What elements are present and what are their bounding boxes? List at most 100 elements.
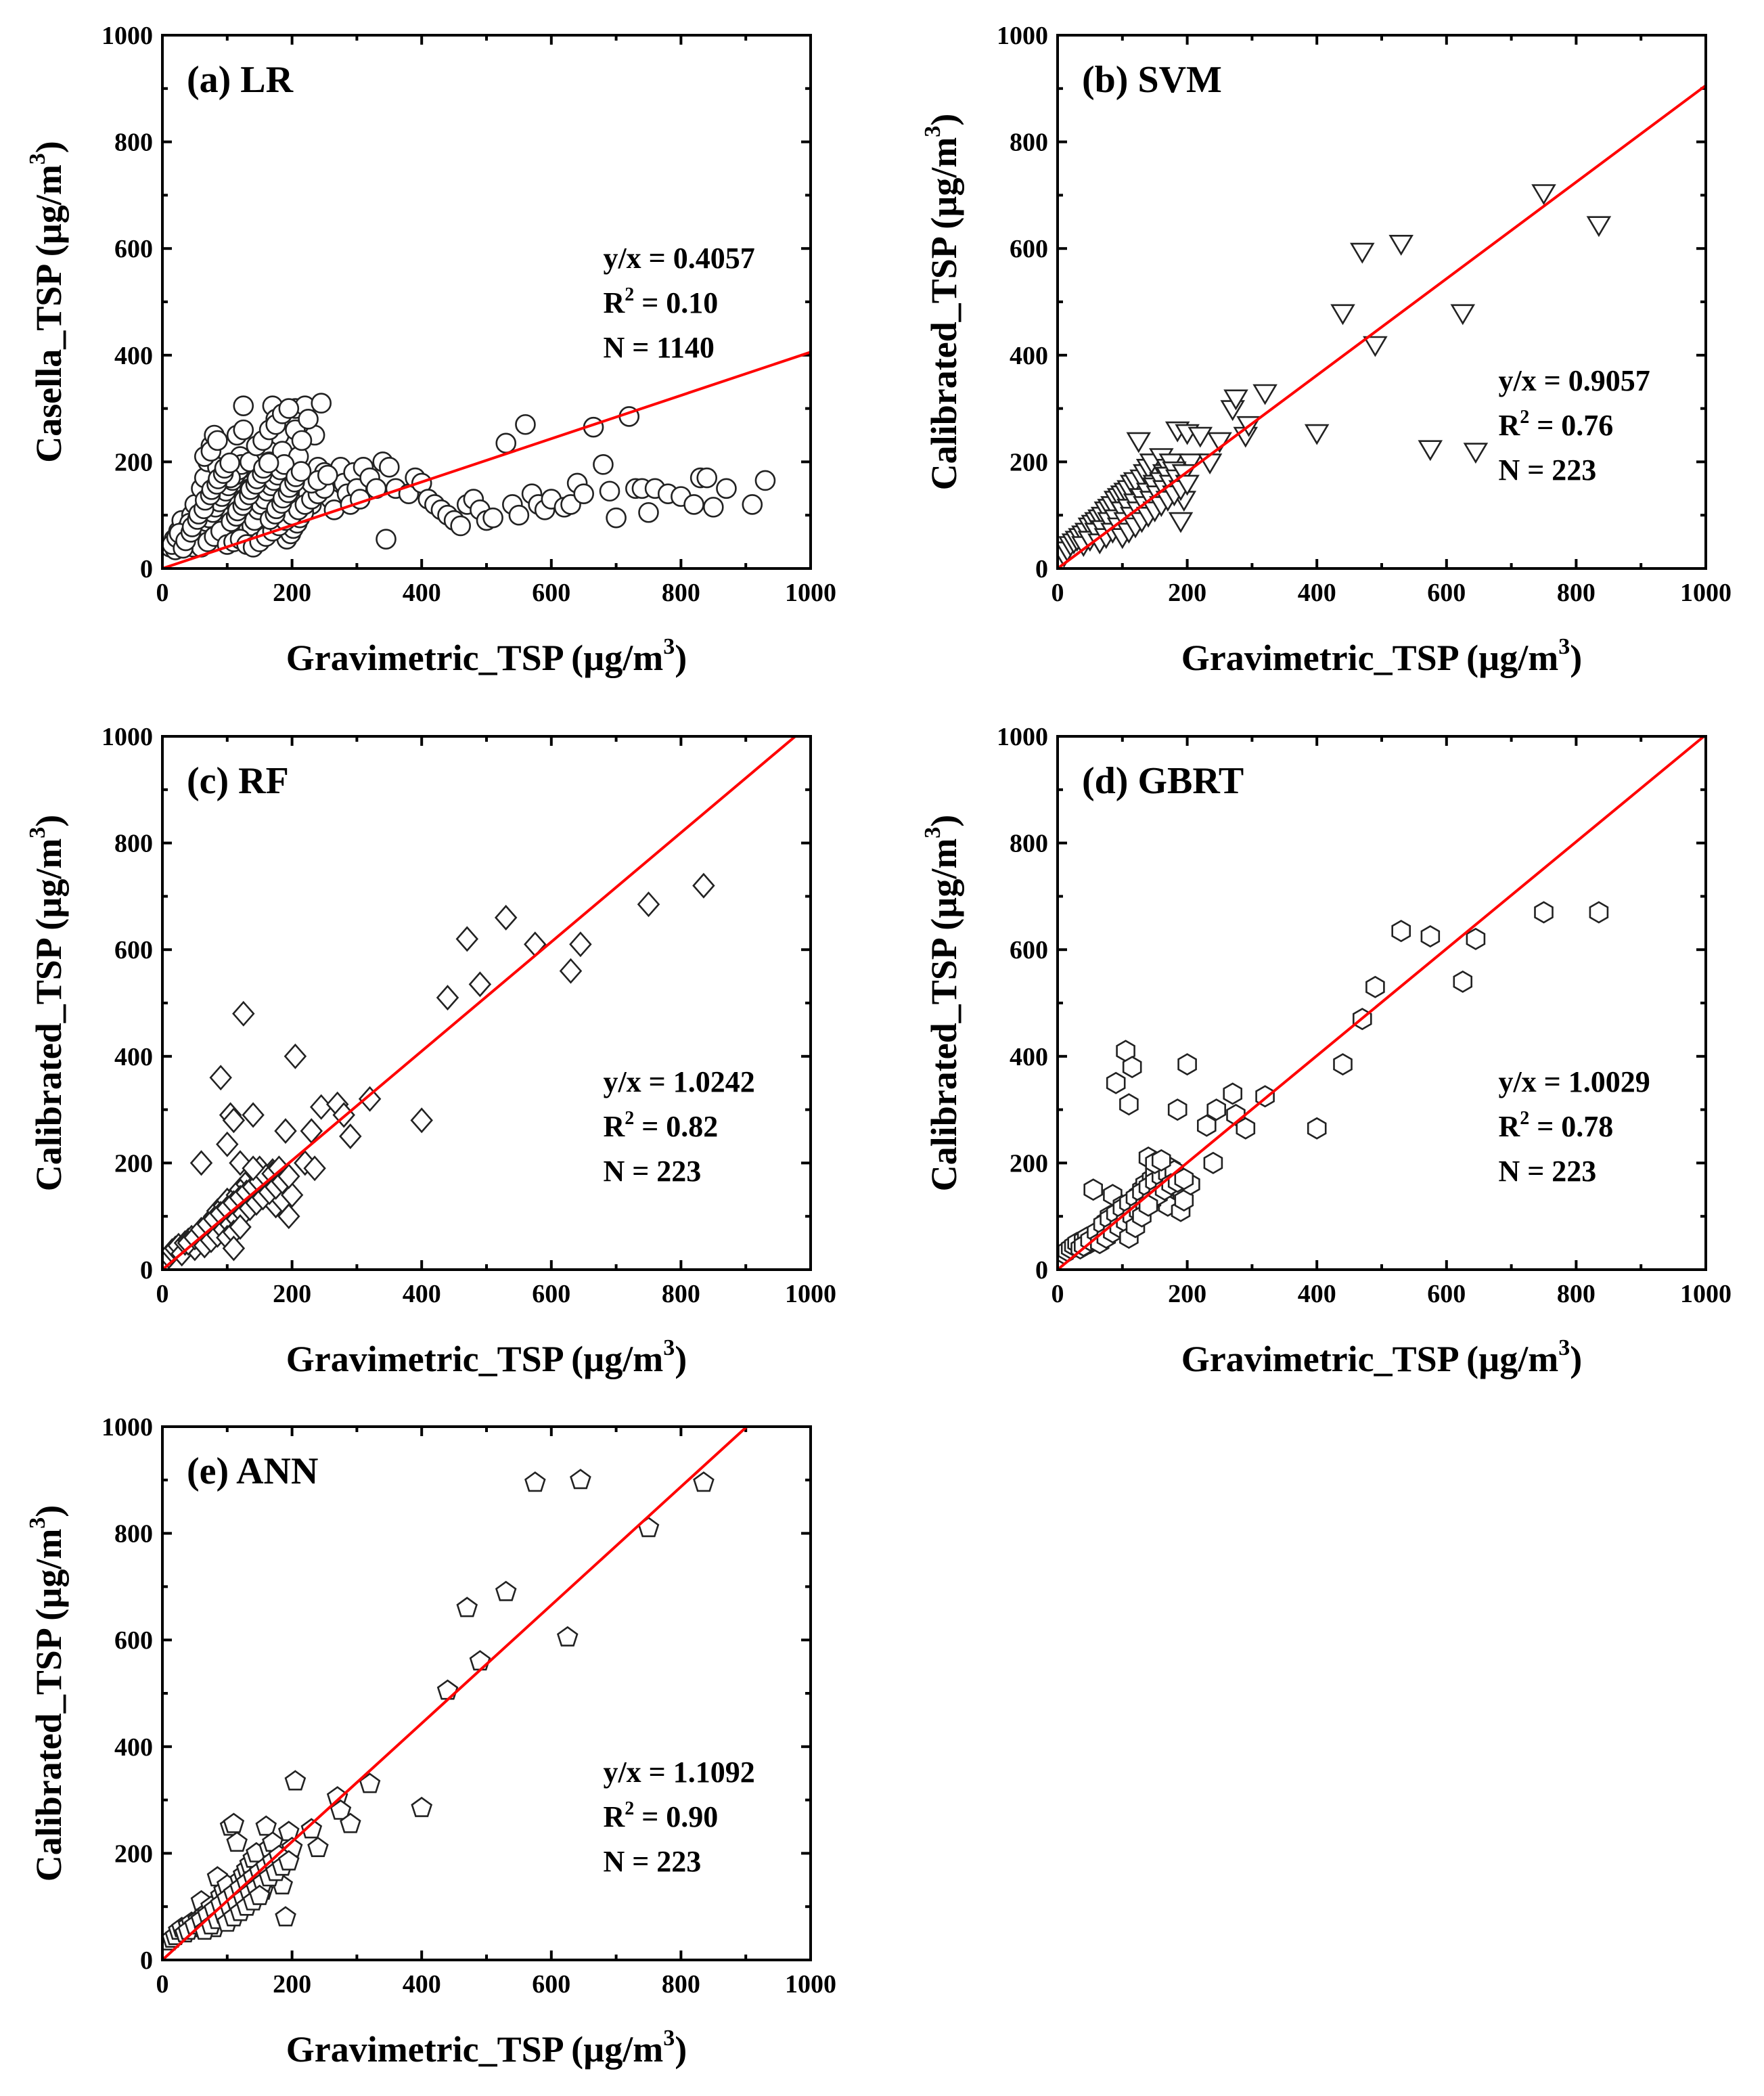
panel-d: 00 200 200 400 400 600 600 800 800 1000 1000 (d) GB… [920,723,1732,1379]
data-point [524,1471,546,1492]
data-point [1083,1178,1103,1201]
y-tick-label: 0 [1035,1256,1048,1285]
data-point [1223,1082,1242,1105]
data-point [1391,920,1411,943]
x-tick-label: 200 [1168,579,1206,607]
data-point [284,1770,307,1791]
data-point [298,409,319,430]
panel-title: (a) LR [187,59,294,101]
stat-r2: R2 = 0.10 [603,284,718,319]
data-point [593,454,614,475]
scatter-points [162,872,715,1270]
scatter-points [1058,184,1612,568]
x-tick-label: 0 [156,579,169,607]
data-point [482,507,503,529]
stat-n: N = 1140 [603,331,714,364]
x-tick-label: 400 [1298,1280,1336,1308]
x-axis-title: Gravimetric_TSP (µg/m3) [286,2026,687,2070]
data-point [229,1214,252,1240]
axes-frame [161,34,812,570]
data-point [436,985,459,1011]
fit-line [1056,735,1705,1271]
y-axis-title: Calibrated_TSP (µg/m3) [25,1505,69,1882]
data-point [226,1831,248,1852]
x-tick-label: 0 [1051,1280,1064,1308]
data-point [455,926,479,952]
y-tick-label: 800 [1010,129,1048,157]
x-tick-label: 600 [532,1280,570,1308]
panel-title: (d) GBRT [1082,760,1244,802]
fit-line [162,351,811,570]
data-point [248,1884,271,1905]
data-point [233,395,254,416]
y-tick-label: 400 [1010,342,1048,370]
data-point [242,1102,265,1128]
data-point [255,1815,277,1836]
panel-e: 00 200 200 400 400 600 600 800 800 1000 1000 (e) AN… [25,1413,836,2070]
y-tick-label: 1000 [997,723,1048,751]
data-point [606,507,627,529]
y-tick-label: 600 [1010,235,1048,263]
data-point [495,432,517,454]
data-point [495,1580,517,1601]
stat-slope: y/x = 1.1092 [603,1756,754,1789]
axes-frame [161,735,812,1271]
data-point [515,414,536,435]
data-point [411,1796,433,1817]
y-tick-label: 1000 [101,723,153,751]
x-axis-title: Gravimetric_TSP (µg/m3) [1181,634,1582,678]
data-point [637,1517,660,1538]
data-point [232,1000,255,1027]
stat-r2: R2 = 0.90 [603,1798,718,1833]
data-point [693,1471,715,1492]
y-tick-label: 1000 [997,22,1048,50]
scatter-points [162,393,776,560]
y-tick-label: 400 [114,1043,153,1071]
data-point [1365,975,1385,998]
x-axis-title: Gravimetric_TSP (µg/m3) [1181,1335,1582,1379]
data-point [1126,432,1152,453]
stat-slope: y/x = 1.0242 [603,1065,754,1098]
y-tick-label: 1000 [101,1413,153,1442]
y-tick-label: 800 [114,830,153,858]
data-point [1466,927,1486,950]
x-tick-label: 800 [662,579,700,607]
data-point [1223,389,1248,411]
data-point [570,1469,591,1490]
panel-a: 00 200 200 400 400 600 600 800 800 1000 1000 (a) LR… [25,22,836,678]
data-point [209,1065,232,1091]
data-point [291,430,313,451]
x-tick-label: 1000 [785,579,836,607]
data-point [1106,1071,1126,1094]
data-point [207,430,228,451]
data-point [1589,901,1609,924]
y-tick-label: 1000 [101,22,153,50]
data-point [219,452,240,474]
x-tick-label: 600 [532,1970,570,1999]
axes-frame [161,1425,812,1961]
data-point [569,931,592,958]
data-point [1388,234,1414,256]
data-point [189,1150,213,1176]
x-tick-label: 0 [1051,579,1064,607]
data-point [1330,304,1355,326]
y-axis-title: Casella_TSP (µg/m3) [25,141,69,463]
data-point [1168,512,1194,533]
x-tick-label: 200 [273,1970,311,1999]
data-point [1174,1189,1194,1212]
y-tick-label: 800 [114,1520,153,1548]
data-point [716,478,737,499]
data-point [1531,184,1556,206]
stat-slope: y/x = 1.0029 [1498,1065,1650,1098]
x-tick-label: 200 [273,1280,311,1308]
y-tick-label: 600 [114,235,153,263]
data-point [223,1812,245,1833]
panel-title: (c) RF [187,760,289,802]
x-tick-label: 200 [1168,1280,1206,1308]
y-tick-label: 0 [140,555,153,583]
x-tick-label: 400 [403,1280,441,1308]
x-tick-label: 1000 [785,1280,836,1308]
y-tick-label: 400 [114,342,153,370]
x-tick-label: 800 [1557,1280,1596,1308]
